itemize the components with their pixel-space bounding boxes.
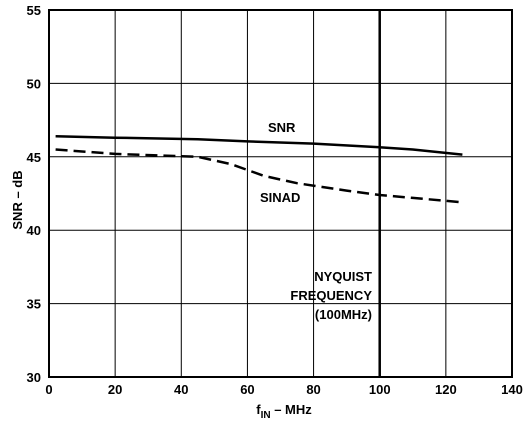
snr-series-label: SNR [268,120,296,135]
x-tick-label-80: 80 [306,382,320,397]
x-axis-title-main: f [256,402,261,417]
y-axis-title: SNR – dB [10,170,25,229]
y-tick-label-45: 45 [27,150,41,165]
x-axis-title-subscript: IN [261,410,271,421]
x-axis-title-rest: – MHz [271,402,313,417]
x-tick-label-100: 100 [369,382,391,397]
nyquist-annotation: NYQUIST FREQUENCY (100MHz) [290,269,372,322]
data-series [55,134,463,204]
x-tick-label-120: 120 [435,382,457,397]
nyquist-label-line-1: NYQUIST [314,269,372,284]
x-tick-label-40: 40 [174,382,188,397]
x-tick-label-0: 0 [45,382,52,397]
x-tick-labels: 0 20 40 60 80 100 120 140 [45,382,522,397]
y-tick-label-40: 40 [27,223,41,238]
y-tick-label-30: 30 [27,370,41,385]
nyquist-label-line-2: FREQUENCY [290,288,372,303]
y-tick-label-55: 55 [27,3,41,18]
sinad-series-label: SINAD [260,190,300,205]
y-tick-labels: 30 35 40 45 50 55 [27,3,41,385]
x-tick-label-20: 20 [108,382,122,397]
y-tick-label-35: 35 [27,297,41,312]
x-axis-title: fIN – MHz [256,402,312,421]
y-tick-label-50: 50 [27,76,41,91]
x-tick-label-60: 60 [240,382,254,397]
snr-curve [55,134,463,156]
plot-frame [48,9,513,378]
sinad-curve [55,148,463,204]
nyquist-label-line-3: (100MHz) [315,307,372,322]
x-tick-label-140: 140 [501,382,523,397]
